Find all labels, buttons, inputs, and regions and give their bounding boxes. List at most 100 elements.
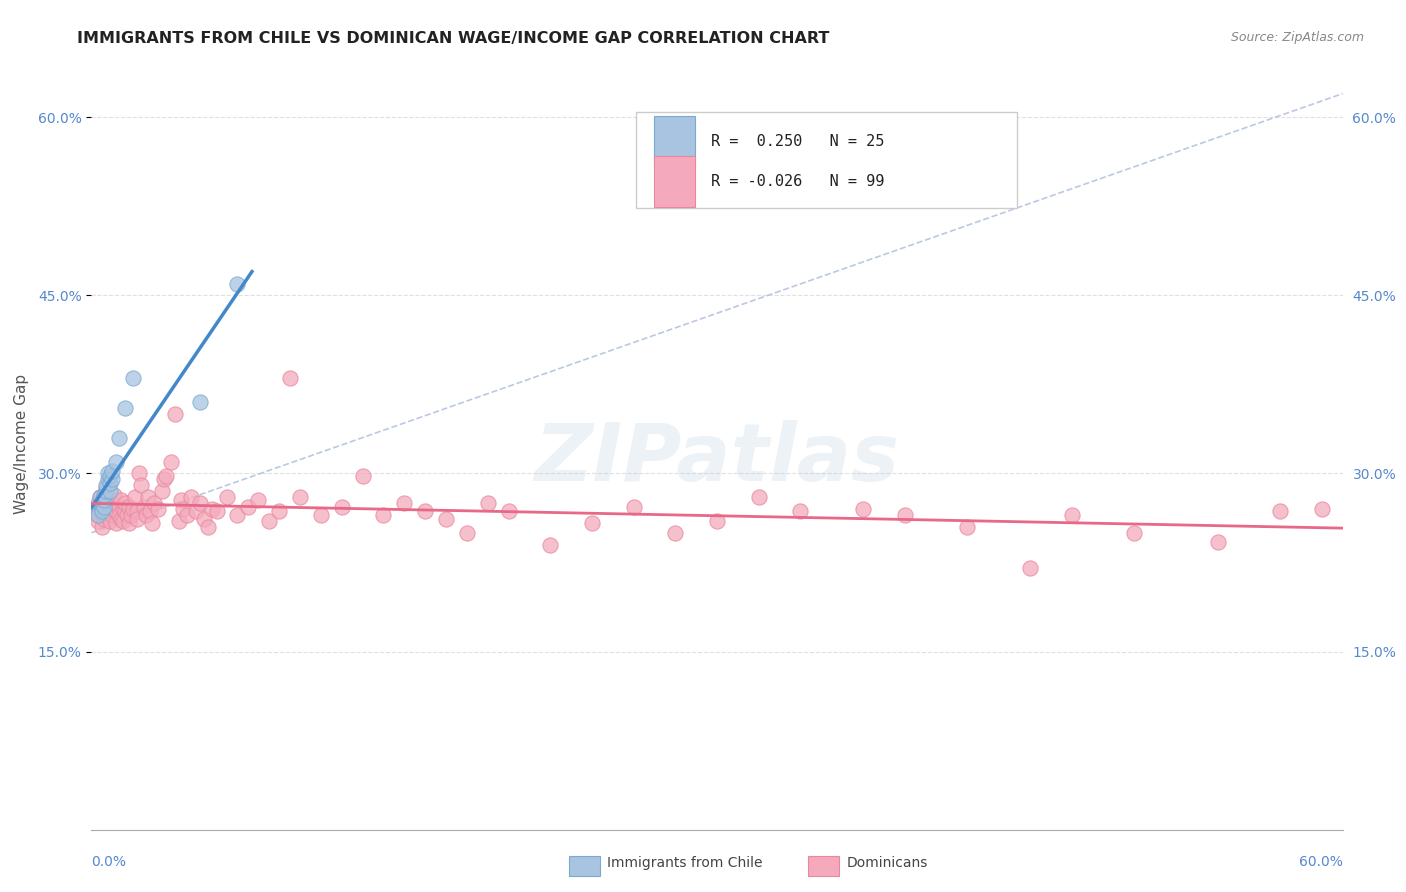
Point: [127, 504, 149, 518]
Text: R = -0.026   N = 99: R = -0.026 N = 99: [711, 174, 884, 189]
Text: Immigrants from Chile: Immigrants from Chile: [607, 855, 763, 870]
Point: [98, 514, 121, 528]
Point: [86, 496, 108, 510]
Point: [98, 468, 121, 483]
Point: [1268, 504, 1291, 518]
Point: [132, 500, 155, 514]
Point: [94, 478, 117, 492]
Point: [623, 500, 645, 514]
Point: [84, 502, 107, 516]
Point: [150, 484, 173, 499]
Point: [330, 500, 353, 514]
Point: [664, 525, 686, 540]
Point: [110, 511, 132, 525]
Point: [193, 511, 215, 525]
Point: [257, 514, 280, 528]
Point: [101, 496, 124, 510]
Point: [90, 520, 112, 534]
Point: [748, 490, 770, 504]
Point: [127, 511, 149, 525]
Point: [188, 395, 211, 409]
Point: [98, 504, 121, 518]
Text: Dominicans: Dominicans: [846, 855, 928, 870]
Point: [93, 511, 115, 525]
Point: [135, 508, 157, 522]
Point: [94, 508, 117, 522]
Point: [226, 277, 249, 291]
Point: [89, 496, 111, 510]
Point: [146, 502, 169, 516]
Bar: [654, 156, 695, 207]
Point: [98, 484, 121, 499]
Point: [97, 500, 120, 514]
Point: [86, 508, 108, 522]
Point: [352, 468, 374, 483]
Point: [153, 472, 176, 486]
Point: [167, 514, 190, 528]
Point: [101, 508, 124, 522]
Point: [111, 514, 134, 528]
Point: [176, 508, 198, 522]
Point: [101, 464, 124, 478]
Point: [93, 488, 115, 502]
Point: [288, 490, 311, 504]
Text: ZIPatlas: ZIPatlas: [534, 420, 900, 499]
Point: [118, 500, 141, 514]
Point: [98, 475, 121, 490]
Point: [205, 504, 228, 518]
Point: [120, 508, 142, 522]
Point: [201, 502, 224, 516]
Point: [477, 496, 499, 510]
Point: [267, 504, 290, 518]
Point: [852, 502, 875, 516]
Point: [163, 407, 186, 421]
Point: [90, 502, 112, 516]
Text: 60.0%: 60.0%: [1299, 855, 1343, 869]
Point: [373, 508, 395, 522]
Point: [86, 502, 108, 516]
Point: [706, 514, 728, 528]
Point: [159, 454, 181, 468]
Y-axis label: Wage/Income Gap: Wage/Income Gap: [14, 374, 30, 514]
Point: [141, 516, 163, 531]
Point: [188, 496, 211, 510]
Point: [789, 504, 811, 518]
Point: [456, 525, 478, 540]
Point: [184, 504, 207, 518]
Point: [172, 502, 194, 516]
Point: [538, 538, 561, 552]
Point: [956, 520, 979, 534]
Point: [226, 508, 249, 522]
Text: 0.0%: 0.0%: [91, 855, 127, 869]
Point: [413, 504, 436, 518]
Point: [215, 490, 238, 504]
Point: [434, 511, 457, 525]
Point: [90, 496, 112, 510]
Point: [197, 520, 219, 534]
Point: [86, 514, 108, 528]
Point: [90, 504, 112, 518]
Point: [128, 467, 150, 481]
Point: [115, 508, 138, 522]
Point: [103, 488, 125, 502]
Point: [143, 496, 166, 510]
Point: [122, 371, 145, 385]
Point: [1018, 561, 1040, 575]
Point: [107, 431, 129, 445]
Point: [1310, 502, 1333, 516]
Point: [114, 504, 136, 518]
Point: [90, 492, 112, 507]
FancyBboxPatch shape: [636, 112, 1018, 209]
Point: [105, 516, 128, 531]
Point: [155, 468, 177, 483]
Text: IMMIGRANTS FROM CHILE VS DOMINICAN WAGE/INCOME GAP CORRELATION CHART: IMMIGRANTS FROM CHILE VS DOMINICAN WAGE/…: [77, 31, 830, 46]
Point: [1060, 508, 1083, 522]
Point: [97, 472, 120, 486]
Point: [103, 502, 125, 516]
Point: [180, 490, 202, 504]
Point: [105, 454, 128, 468]
Point: [118, 516, 141, 531]
Point: [247, 492, 270, 507]
Point: [136, 490, 159, 504]
Point: [1206, 535, 1229, 549]
